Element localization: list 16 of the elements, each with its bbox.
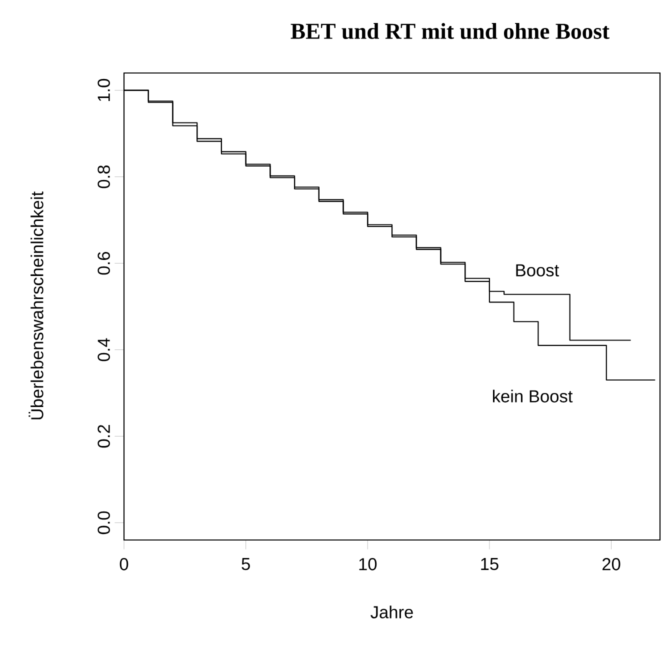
- y-tick-label: 0.8: [98, 165, 110, 188]
- y-tick-label: 1.0: [98, 78, 110, 102]
- series-label: Boost: [516, 264, 559, 276]
- x-tick-label: 20: [602, 558, 620, 570]
- x-axis-title: Jahre: [370, 606, 413, 618]
- x-tick-label: 0: [120, 558, 128, 570]
- chart-title: BET und RT mit und ohne Boost: [290, 22, 610, 39]
- y-tick-label: 0.6: [98, 252, 110, 275]
- y-tick-label: 0.4: [98, 338, 110, 362]
- y-axis-title: Überlebenswahrscheinlichkeit: [28, 192, 44, 420]
- y-tick-label: 0.0: [98, 511, 110, 534]
- x-tick-label: 15: [481, 558, 498, 570]
- y-tick-label: 0.2: [98, 425, 110, 448]
- text: kein Boost: [493, 390, 573, 402]
- x-tick-label: 10: [359, 558, 377, 570]
- x-tick-label: 5: [242, 558, 250, 570]
